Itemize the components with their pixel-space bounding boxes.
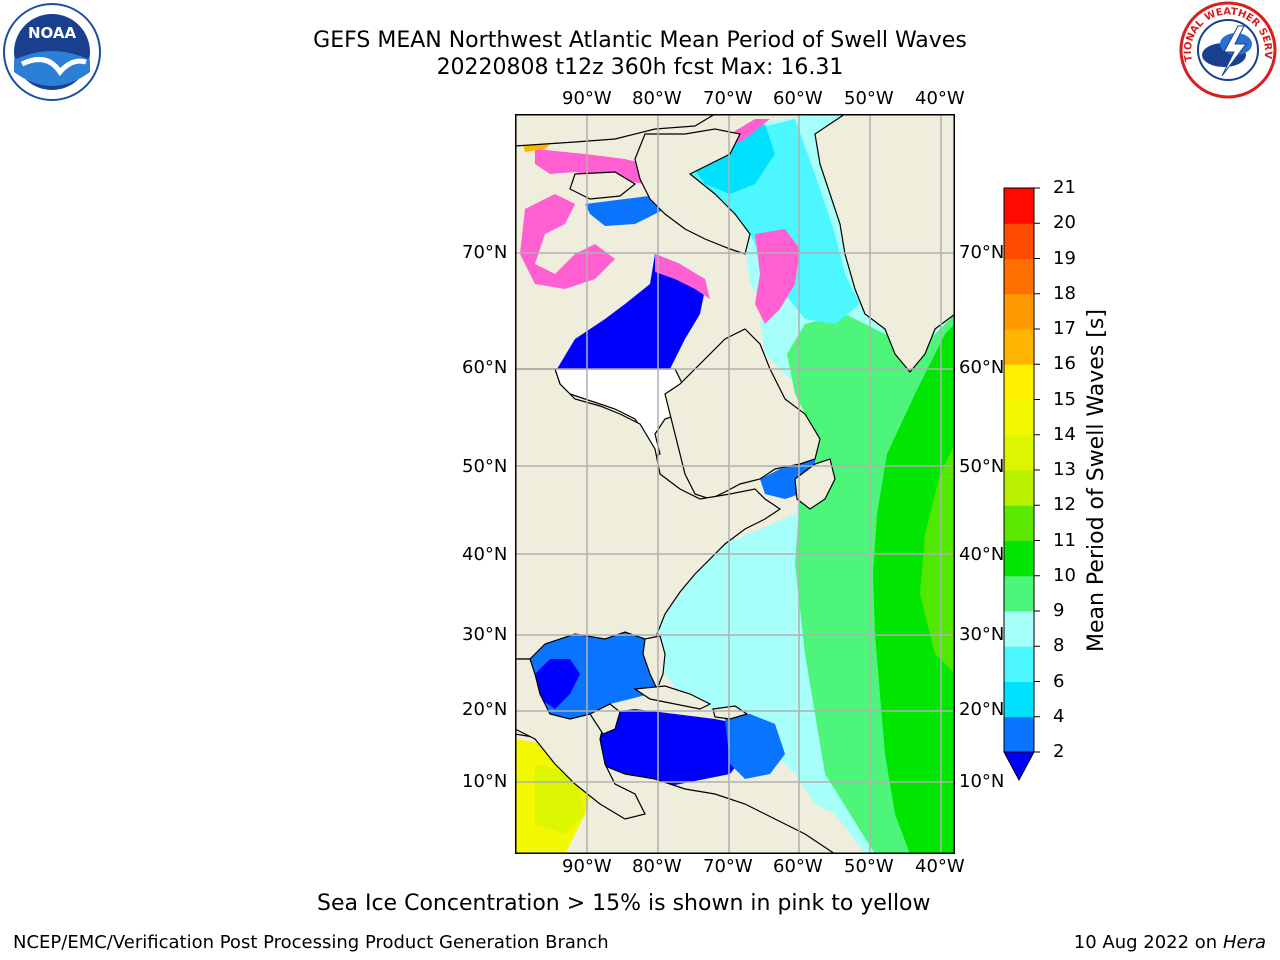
lon-tick-top: 40°W: [915, 88, 965, 109]
ocean-davis-strait: [680, 124, 775, 194]
lat-tick-left: 50°N: [462, 456, 508, 477]
land-hispaniola: [712, 705, 749, 720]
land-baffin-island: [634, 128, 751, 255]
colorbar-bin: [1004, 575, 1034, 612]
colorbar: [1003, 187, 1040, 782]
colorbar-bin: [1004, 646, 1034, 682]
colorbar-under-extend: [1003, 751, 1035, 782]
ocean-caribbean-east: [725, 714, 785, 779]
colorbar-tick-label: 20: [1053, 212, 1076, 234]
lon-tick-top: 60°W: [773, 88, 823, 109]
ocean-caribbean: [595, 709, 745, 794]
colorbar-tick-label: 2: [1053, 741, 1065, 762]
colorbar-bin: [1004, 223, 1034, 259]
sea-ice-caption: Sea Ice Concentration > 15% is shown in …: [317, 891, 931, 916]
lon-tick-top: 50°W: [844, 88, 894, 109]
colorbar-tick-label: 10: [1053, 564, 1076, 586]
lat-tick-right: 30°N: [959, 624, 1005, 645]
swell-band-11-12: [920, 444, 955, 674]
lon-tick-bottom: 70°W: [703, 856, 753, 877]
footer-host: Hera: [1222, 932, 1266, 953]
colorbar-bin: [1004, 329, 1034, 365]
svg-text:NOAA: NOAA: [28, 24, 77, 42]
sea-ice-channels: [520, 194, 615, 289]
lat-tick-left: 10°N: [462, 771, 508, 792]
lat-tick-right: 70°N: [959, 242, 1005, 263]
land-cuba: [633, 685, 712, 710]
ocean-gulf-deep: [535, 659, 580, 709]
land-florida: [642, 635, 666, 691]
swell-band-10-11: [873, 324, 955, 854]
colorbar-tick-label: 11: [1053, 529, 1076, 551]
colorbar-tick-label: 4: [1053, 705, 1065, 727]
lat-tick-left: 60°N: [462, 357, 508, 378]
colorbar-bin: [1004, 611, 1034, 647]
noaa-logo: NOAA: [2, 2, 102, 102]
colorbar-tick-label: 13: [1053, 459, 1076, 480]
lon-tick-bottom: 90°W: [562, 856, 612, 877]
lat-tick-right: 40°N: [959, 544, 1005, 565]
sea-ice-hudson-strait: [655, 254, 710, 299]
colorbar-bin: [1004, 258, 1034, 295]
map-frame: [515, 114, 955, 854]
colorbar-tick-label: 8: [1053, 635, 1065, 657]
swell-period-map: [515, 114, 955, 854]
colorbar-tick-label: 12: [1053, 494, 1076, 516]
colorbar-tick-label: 21: [1053, 177, 1076, 198]
national-weather-service-logo: NATIONAL WEATHER SERVICE: [1178, 0, 1278, 100]
graticule: [515, 114, 955, 854]
colorbar-tick-label: 15: [1053, 388, 1076, 410]
lat-tick-left: 40°N: [462, 544, 508, 565]
lat-tick-right: 10°N: [959, 771, 1005, 792]
lon-tick-top: 80°W: [632, 88, 682, 109]
chart-title-line1: GEFS MEAN Northwest Atlantic Mean Period…: [313, 28, 967, 53]
colorbar-bin: [1004, 716, 1034, 753]
land-greenland: [814, 114, 955, 373]
colorbar-bin: [1004, 188, 1034, 224]
land-arctic-islands: [515, 114, 717, 147]
lon-tick-bottom: 40°W: [915, 856, 965, 877]
colorbar-tick-label: 16: [1053, 353, 1076, 375]
colorbar-tick-label: 6: [1053, 670, 1065, 692]
colorbar-bin: [1004, 470, 1034, 506]
colorbar-bin: [1004, 293, 1034, 330]
land-north-america: [515, 368, 782, 660]
lat-tick-right: 60°N: [959, 357, 1005, 378]
colorbar-bin: [1004, 505, 1034, 541]
colorbar-bin: [1004, 364, 1034, 400]
footer-credit: NCEP/EMC/Verification Post Processing Pr…: [13, 932, 609, 953]
colorbar-tick-label: 17: [1053, 318, 1076, 339]
colorbar-bin: [1004, 434, 1034, 471]
colorbar-tick-label: 14: [1053, 423, 1076, 445]
lon-tick-bottom: 50°W: [844, 856, 894, 877]
colorbar-title: Mean Period of Swell Waves [s]: [1084, 309, 1109, 652]
colorbar-bin: [1004, 681, 1034, 718]
lat-tick-right: 20°N: [959, 699, 1005, 720]
colorbar-tick-label: 19: [1053, 247, 1076, 269]
land-labrador: [664, 328, 821, 500]
colorbar-bin: [1004, 540, 1034, 577]
colorbar-tick-label: 9: [1053, 600, 1065, 621]
lat-tick-left: 30°N: [462, 624, 508, 645]
lon-tick-bottom: 60°W: [773, 856, 823, 877]
ocean-hudson-bay: [557, 254, 705, 394]
footer-date: 10 Aug 2022 on Hera: [1074, 932, 1266, 954]
lat-tick-right: 50°N: [959, 456, 1005, 477]
sea-ice-arctic-blue: [585, 194, 665, 226]
lon-tick-bottom: 80°W: [632, 856, 682, 877]
footer-date-text: 10 Aug 2022 on: [1073, 932, 1218, 953]
land-central-america: [515, 658, 646, 820]
colorbar-bin: [1004, 399, 1034, 436]
chart-title-line2: 20220808 t12z 360h fcst Max: 16.31: [436, 55, 844, 80]
colorbar-tick-label: 18: [1053, 282, 1076, 304]
lon-tick-top: 70°W: [703, 88, 753, 109]
lat-tick-left: 70°N: [462, 242, 508, 263]
lat-tick-left: 20°N: [462, 699, 508, 720]
lon-tick-top: 90°W: [562, 88, 612, 109]
